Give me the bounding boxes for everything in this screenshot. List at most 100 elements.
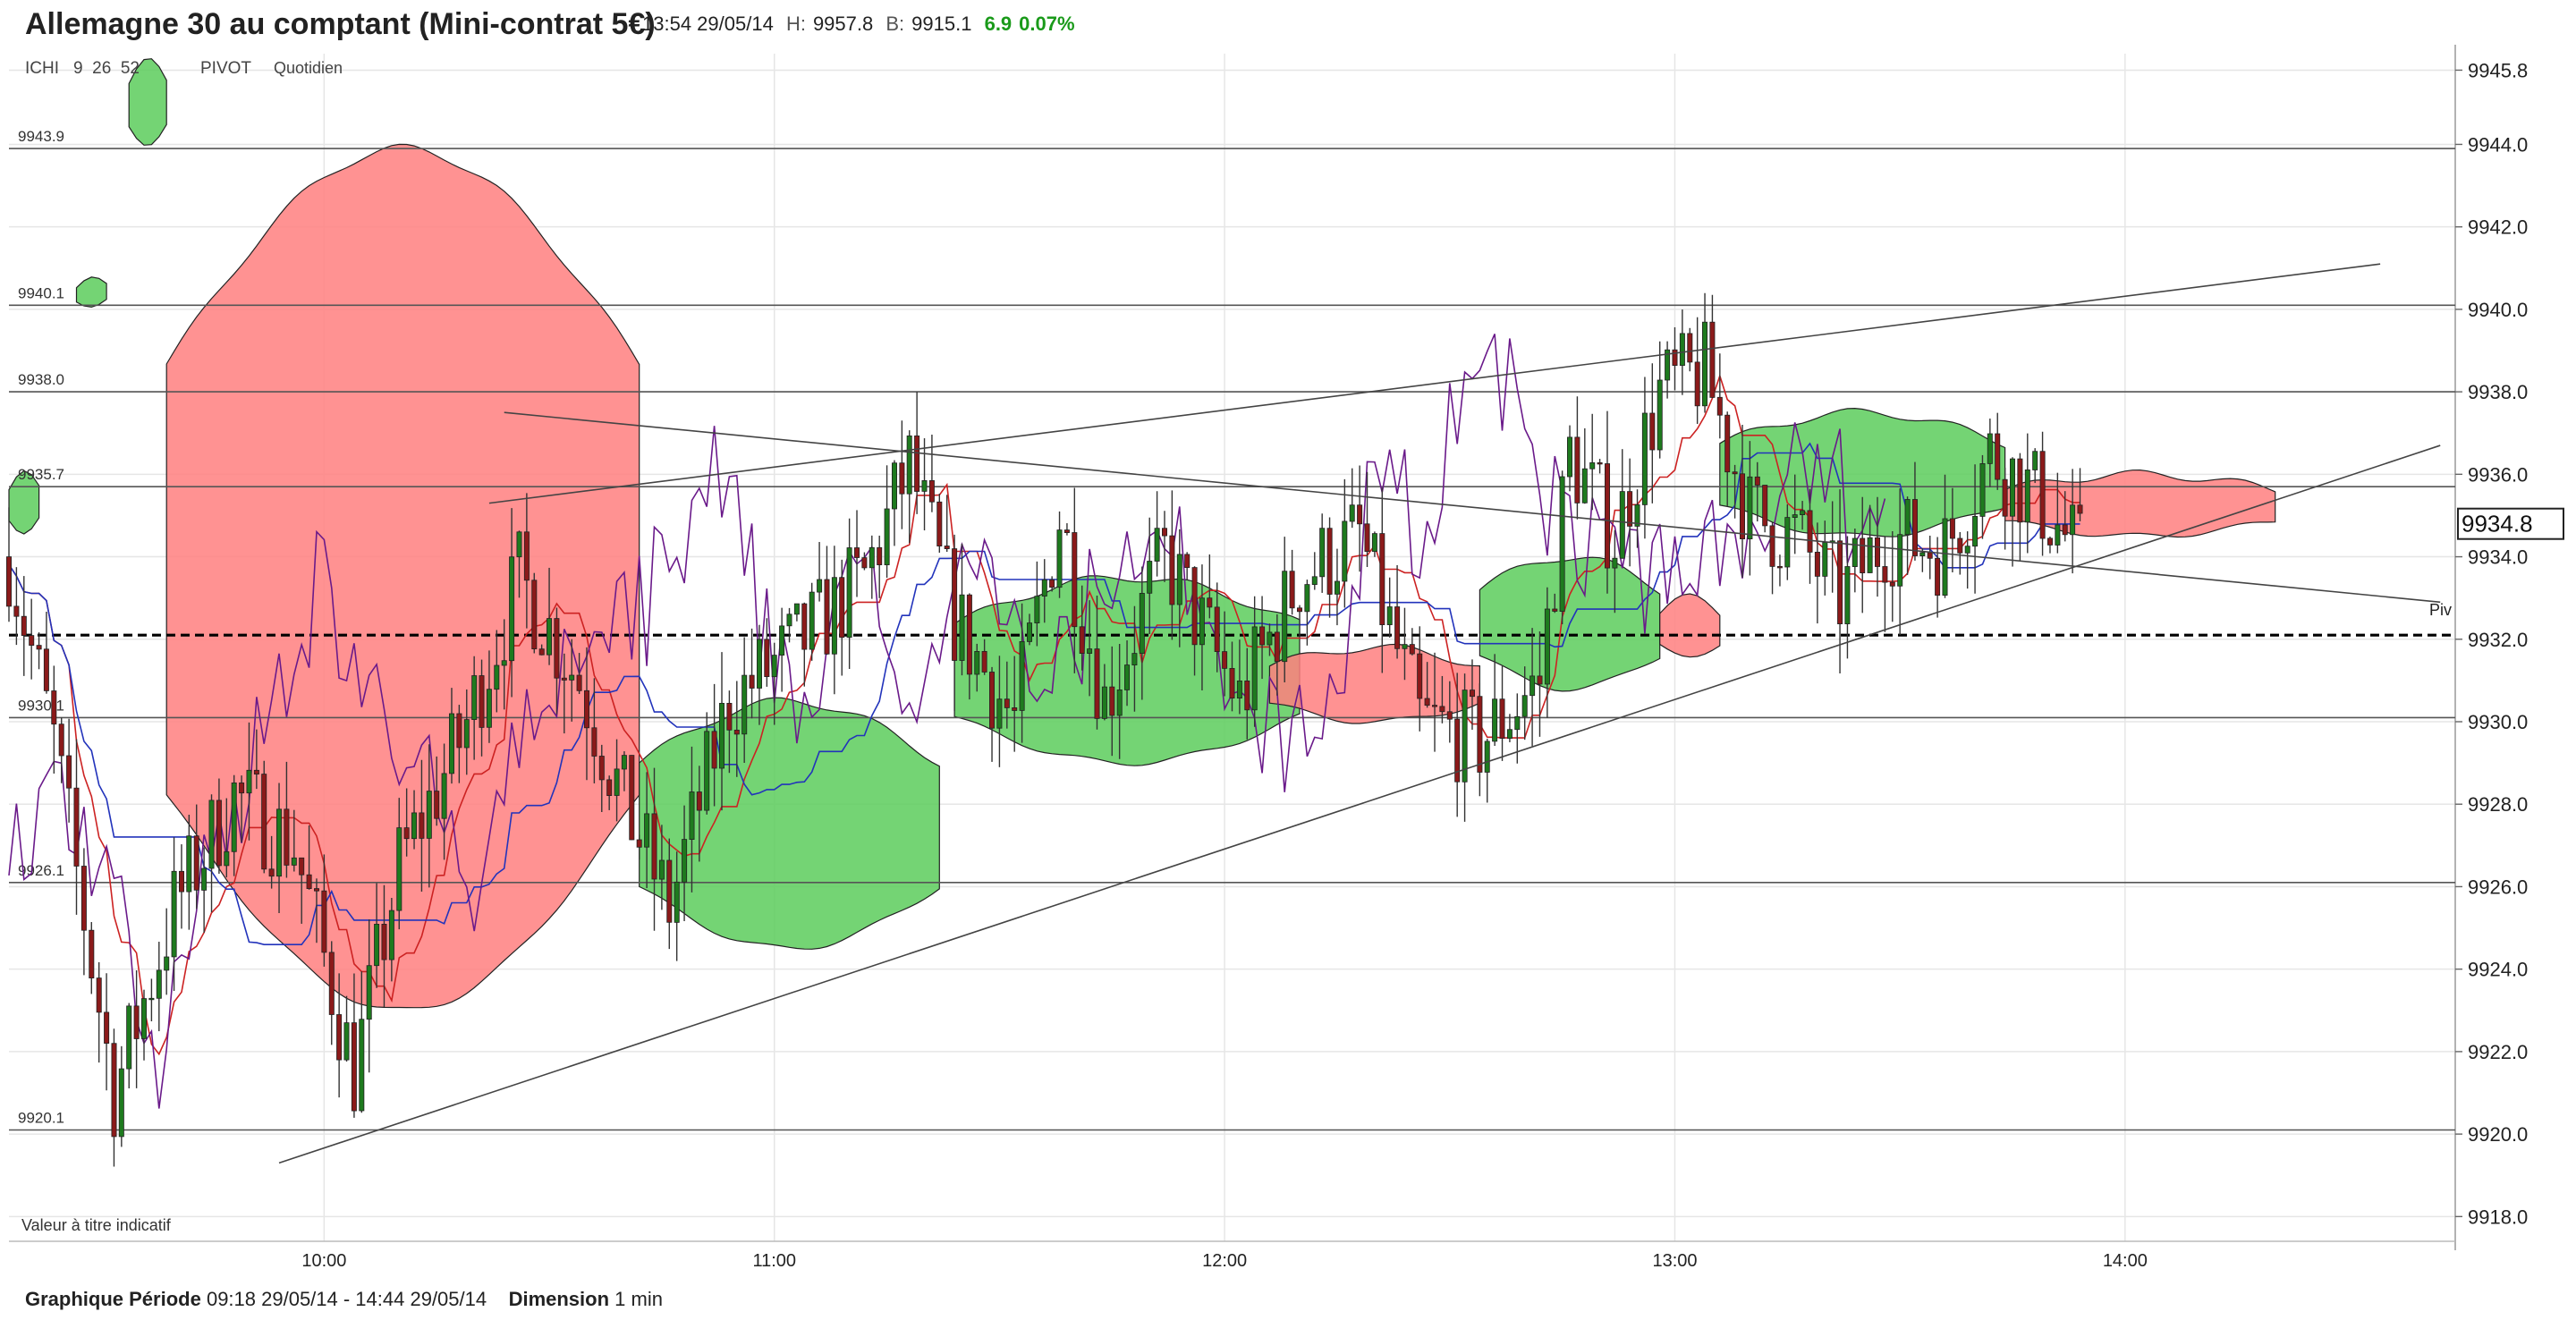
level-label: 9920.1: [18, 1110, 64, 1127]
candle-body: [1169, 535, 1175, 605]
candle-body: [1470, 690, 1476, 698]
candle-body: [1740, 473, 1746, 539]
trendline: [488, 263, 2381, 504]
trendline: [278, 444, 2441, 1164]
candle-body: [1462, 690, 1468, 783]
y-tick-label: 9928.0: [2468, 793, 2528, 816]
candle-body: [463, 719, 470, 749]
candle-body: [426, 791, 432, 839]
candle-body: [253, 769, 259, 774]
candle-body: [133, 1005, 140, 1039]
quote-bar: 13:54 29/05/14 H: 9957.8 B: 9915.1 6.9 0.07…: [642, 13, 1082, 36]
candle-body: [29, 635, 35, 646]
candle-body: [201, 867, 208, 891]
candle-body: [1882, 566, 1888, 583]
candle-body: [733, 730, 740, 735]
cloud-bullish-segment: [75, 276, 107, 309]
candle-body: [2077, 504, 2083, 514]
candle-body: [1919, 552, 1926, 557]
dimension-label: Dimension: [508, 1288, 610, 1310]
candle-body: [764, 639, 770, 678]
candle-body: [801, 603, 808, 650]
candle-body: [1612, 557, 1618, 569]
cloud-bearish-segment: [1659, 593, 1721, 658]
current-price-box: 9934.8: [2457, 507, 2564, 540]
candle-body: [1094, 648, 1100, 719]
candle-body: [193, 835, 199, 891]
candle-body: [291, 857, 297, 866]
candle-body: [43, 648, 49, 691]
candle-body: [1559, 476, 1565, 613]
candle-body: [861, 557, 868, 569]
candle-body: [959, 594, 965, 661]
x-tick-label: 10:00: [301, 1251, 346, 1271]
candle-body: [1822, 542, 1828, 577]
candle-body: [523, 531, 530, 581]
candle-body: [434, 791, 440, 819]
candle-body: [561, 677, 567, 681]
candle-body: [1867, 537, 1873, 573]
candle-body: [2055, 524, 2061, 546]
level-label: 9938.0: [18, 371, 64, 388]
candle-body: [1019, 641, 1025, 711]
candle-body: [869, 546, 875, 569]
cloud-bearish-segment: [165, 143, 640, 1009]
ichi-params: 9 26 52: [73, 59, 140, 78]
pivot-label[interactable]: PIVOT: [200, 59, 251, 78]
candle-body: [1904, 499, 1911, 536]
candle-body: [974, 651, 980, 675]
candle-body: [584, 690, 590, 729]
candle-body: [921, 480, 928, 492]
candle-body: [1214, 606, 1220, 653]
candle-body: [1072, 532, 1078, 628]
candle-body: [1807, 510, 1813, 553]
candle-body: [1124, 664, 1131, 690]
indicative-note: Valeur à titre indicatif: [21, 1216, 172, 1234]
current-price: 9934.8: [2462, 511, 2533, 537]
y-tick-label: 9944.0: [2468, 133, 2528, 156]
candle-body: [479, 675, 485, 728]
candle-body: [598, 756, 605, 781]
candle-body: [441, 773, 447, 819]
candle-body: [1732, 471, 1738, 475]
candle-body: [1229, 668, 1235, 699]
candle-body: [1837, 540, 1843, 624]
candle-body: [1897, 534, 1903, 587]
candle-body: [284, 808, 290, 866]
candle-body: [111, 1043, 117, 1138]
candle-body: [1034, 596, 1040, 623]
candle-body: [877, 546, 883, 565]
candle-body: [1139, 593, 1145, 655]
candle-body: [66, 755, 72, 789]
candle-body: [118, 1068, 124, 1138]
candle-body: [1041, 579, 1047, 597]
candle-body: [614, 768, 620, 796]
candle-body: [1800, 510, 1806, 516]
candle-body: [696, 791, 702, 811]
candle-body: [1634, 504, 1640, 527]
y-tick-label: 9936.0: [2468, 463, 2528, 486]
candle-body: [1207, 597, 1213, 608]
level-label: 9943.9: [18, 128, 64, 145]
candle-body: [1371, 533, 1377, 552]
candle-body: [1147, 561, 1153, 594]
candle-body: [471, 675, 478, 720]
candle-body: [275, 808, 282, 877]
candle-body: [1477, 696, 1483, 773]
ichi-label[interactable]: ICHI: [25, 59, 59, 78]
candle-body: [419, 812, 425, 839]
candle-body: [1154, 528, 1160, 562]
candle-body: [186, 835, 192, 893]
pivot-tag: Piv: [2429, 601, 2452, 619]
candle-body: [403, 827, 410, 840]
candle-body: [171, 870, 177, 958]
candle-body: [1927, 552, 1933, 559]
candle-body: [261, 774, 267, 870]
candle-body: [1567, 436, 1573, 478]
candle-body: [396, 827, 402, 911]
candle-body: [1176, 554, 1182, 605]
candle-body: [2039, 451, 2046, 539]
candle-body: [1776, 566, 1783, 569]
change-value: 6.9: [984, 13, 1013, 35]
